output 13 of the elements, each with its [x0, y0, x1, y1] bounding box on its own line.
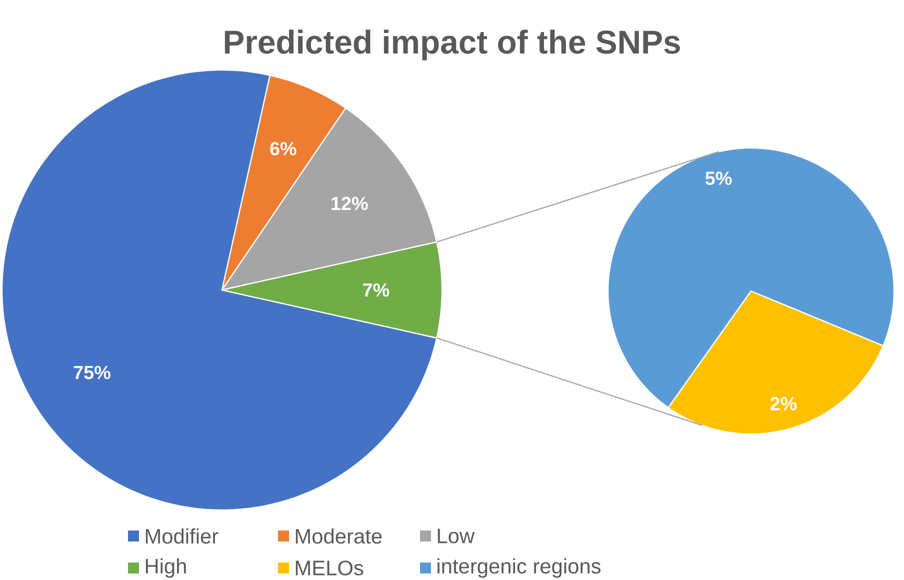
- data-label: 7%: [363, 283, 390, 297]
- data-label: 12%: [332, 196, 368, 210]
- legend-label: Moderate: [296, 528, 382, 544]
- data-label: 6%: [270, 142, 296, 156]
- legend-label: intergenic regions: [438, 558, 601, 578]
- legend-label: MELOs: [296, 560, 364, 576]
- data-label: 2%: [770, 396, 797, 410]
- data-label: 5%: [705, 172, 732, 185]
- legend-label: High: [146, 558, 186, 578]
- data-label: 75%: [74, 366, 110, 380]
- chart-title: Predicted impact of the SNPs: [224, 30, 680, 60]
- legend-label: Modifier: [146, 528, 218, 544]
- legend-label: Low: [438, 528, 475, 544]
